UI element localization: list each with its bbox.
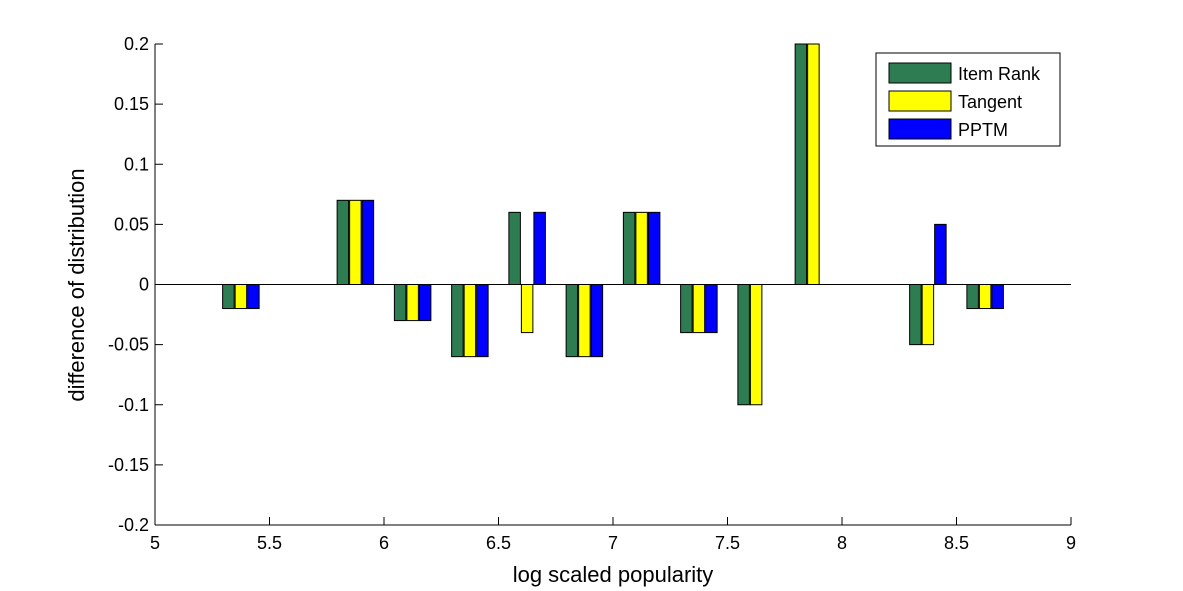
bar-tangent-8.625 — [978, 284, 992, 310]
bar-tangent-6.625 — [520, 284, 534, 334]
x-tick-label: 7 — [608, 533, 618, 553]
y-axis-label: difference of distribution — [64, 168, 89, 401]
bar-item-rank-5.375 — [222, 284, 235, 310]
bar-pptm-7.375 — [705, 284, 718, 334]
y-tick-label: -0.2 — [118, 515, 149, 535]
bar-tangent-7.125 — [635, 211, 648, 286]
bar-pptm-8.625 — [991, 284, 1004, 310]
bar-tangent-5.375 — [234, 284, 248, 310]
bar-item-rank-6.125 — [393, 284, 407, 322]
bar-item-rank-5.875 — [336, 199, 350, 286]
bar-item-rank-6.875 — [565, 284, 579, 358]
x-tick-label: 5.5 — [257, 533, 282, 553]
bar-item-rank-7.875 — [794, 43, 808, 285]
legend-label: Item Rank — [958, 64, 1041, 84]
legend-label: PPTM — [958, 120, 1008, 140]
bar-item-rank-6.625 — [508, 211, 521, 286]
bar-pptm-8.375 — [934, 223, 947, 286]
x-axis-label: log scaled popularity — [513, 562, 714, 587]
bar-pptm-5.375 — [247, 284, 260, 310]
bar-pptm-6.125 — [418, 284, 432, 322]
bar-tangent-5.875 — [349, 199, 362, 286]
bar-pptm-5.875 — [361, 199, 375, 286]
x-tick-label: 5 — [150, 533, 160, 553]
x-tick-label: 7.5 — [715, 533, 740, 553]
bar-item-rank-7.625 — [737, 284, 750, 406]
axes-group: 5 5.5 6 6.5 7 7.5 8 8.5 9 -0.2 -0.15 -0.1 -0.05 0 0.05… — [108, 34, 1076, 553]
bar-pptm-7.125 — [647, 211, 661, 286]
x-tick-label: 8 — [837, 533, 847, 553]
bar-item-rank-8.625 — [966, 284, 979, 310]
legend-swatch — [888, 62, 952, 84]
y-tick-label: 0.05 — [114, 214, 149, 234]
bar-tangent-7.875 — [807, 43, 820, 285]
bar-tangent-6.375 — [463, 284, 477, 358]
bar-pptm-6.375 — [476, 284, 489, 358]
bar-tangent-8.375 — [921, 284, 935, 346]
x-tick-label: 6.5 — [486, 533, 511, 553]
x-tick-label: 6 — [379, 533, 389, 553]
bar-tangent-6.875 — [578, 284, 591, 358]
bar-item-rank-7.125 — [622, 211, 636, 286]
bar-tangent-6.125 — [406, 284, 419, 322]
bar-item-rank-8.375 — [909, 284, 922, 346]
y-tick-label: -0.05 — [108, 335, 149, 355]
legend-swatch — [888, 90, 952, 112]
x-tick-label: 8.5 — [944, 533, 969, 553]
x-tick-label: 9 — [1066, 533, 1076, 553]
y-tick-label: 0.1 — [124, 154, 149, 174]
legend: Item Rank Tangent PPTM — [875, 52, 1061, 147]
bar-tangent-7.625 — [749, 284, 763, 406]
bar-item-rank-7.375 — [680, 284, 693, 334]
y-tick-label: 0.2 — [124, 34, 149, 54]
bar-pptm-6.875 — [590, 284, 604, 358]
bars-group — [222, 43, 1004, 406]
y-tick-label: 0.15 — [114, 94, 149, 114]
y-tick-label: -0.1 — [118, 395, 149, 415]
legend-swatch — [888, 118, 952, 140]
y-tick-label: 0 — [139, 275, 149, 295]
legend-label: Tangent — [958, 92, 1022, 112]
bar-pptm-6.625 — [533, 211, 546, 286]
bar-tangent-7.375 — [692, 284, 706, 334]
bar-item-rank-6.375 — [451, 284, 464, 358]
y-tick-label: -0.15 — [108, 455, 149, 475]
